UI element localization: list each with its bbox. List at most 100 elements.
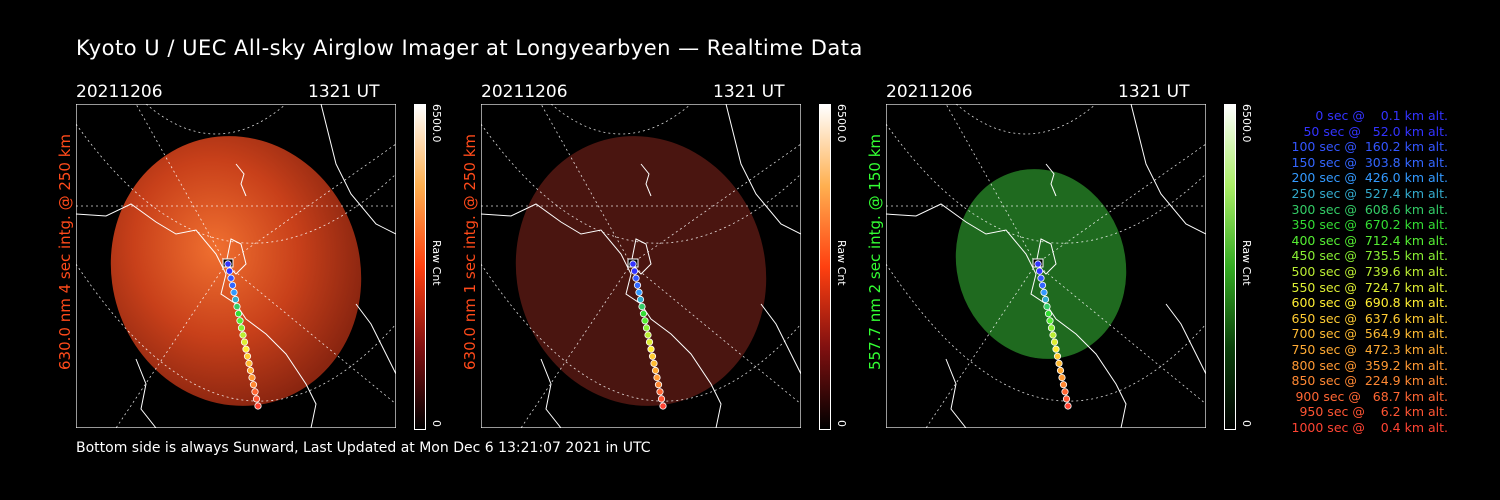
panel-1-colorbar-min: 0	[430, 420, 443, 427]
panel-1-colorbar	[414, 104, 426, 430]
legend-row: 250 sec @ 527.4 km alt.	[1291, 185, 1448, 201]
panel-3-trajectory	[1032, 258, 1072, 410]
legend-row: 350 sec @ 670.2 km alt.	[1291, 217, 1448, 233]
trajectory-point	[1037, 274, 1045, 282]
panel-2-colorbar-unit: Raw Cnt	[835, 240, 848, 286]
trajectory-point	[245, 359, 253, 367]
legend-row: 800 sec @ 359.2 km alt.	[1291, 357, 1448, 373]
trajectory-point	[659, 402, 667, 410]
trajectory-point	[243, 352, 252, 360]
trajectory-point	[1035, 267, 1044, 275]
legend-row: 150 sec @ 303.8 km alt.	[1291, 154, 1448, 170]
legend-row: 500 sec @ 739.6 km alt.	[1291, 263, 1448, 279]
panel-2-colorbar	[819, 104, 831, 430]
trajectory-point	[1044, 310, 1053, 318]
panel-1-ut: 1321 UT	[308, 82, 380, 102]
legend-row: 850 sec @ 224.9 km alt.	[1291, 373, 1448, 389]
panel-3-colorbar-min: 0	[1240, 420, 1253, 427]
trajectory-point	[629, 260, 637, 268]
legend-row: 400 sec @ 712.4 km alt.	[1291, 232, 1448, 248]
panel-2-side-label: 630.0 nm 1 sec intg. @ 250 km	[461, 133, 479, 370]
trajectory-point	[648, 352, 657, 360]
trajectory-point	[1050, 338, 1059, 346]
panel-3-colorbar-max: 6500.0	[1240, 104, 1253, 143]
panel-1-colorbar-max: 6500.0	[430, 104, 443, 143]
trajectory-point	[1040, 288, 1048, 296]
trajectory-point	[645, 338, 654, 346]
trajectory-point	[639, 310, 648, 318]
trajectory-point	[1043, 303, 1051, 311]
trajectory-point	[635, 288, 643, 296]
trajectory-point	[231, 295, 240, 304]
legend-row: 200 sec @ 426.0 km alt.	[1291, 170, 1448, 186]
trajectory-point	[1058, 373, 1066, 382]
trajectory-point	[651, 366, 660, 375]
panel-1-image	[76, 104, 396, 428]
legend-row: 650 sec @ 637.6 km alt.	[1291, 310, 1448, 326]
trajectory-point	[633, 281, 642, 289]
panel-2-ut: 1321 UT	[713, 82, 785, 102]
trajectory-point	[656, 388, 664, 396]
panel-1-colorbar-unit: Raw Cnt	[430, 240, 443, 286]
trajectory-point	[1046, 317, 1054, 325]
trajectory-point	[251, 388, 259, 396]
trajectory-point	[249, 381, 258, 389]
trajectory-point	[642, 324, 651, 332]
trajectory-point	[1059, 381, 1068, 389]
panel-2-colorbar-max: 6500.0	[835, 104, 848, 143]
panel-3-colorbar	[1224, 104, 1236, 430]
trajectory-point	[248, 373, 256, 382]
legend-row: 600 sec @ 690.8 km alt.	[1291, 295, 1448, 311]
trajectory-point	[236, 317, 244, 325]
trajectory-point	[240, 338, 249, 346]
footer-status: Bottom side is always Sunward, Last Upda…	[76, 440, 651, 456]
trajectory-point	[632, 274, 640, 282]
legend-row: 900 sec @ 68.7 km alt.	[1295, 388, 1448, 404]
trajectory-point	[638, 303, 646, 311]
legend-row: 50 sec @ 52.0 km alt.	[1303, 123, 1448, 139]
panel-3-side-label: 557.7 nm 2 sec intg. @ 150 km	[866, 133, 884, 370]
panel-1-trajectory	[222, 258, 262, 410]
panel-3-date: 20211206	[886, 82, 973, 102]
trajectory-point	[1049, 331, 1057, 339]
trajectory-point	[233, 303, 241, 311]
trajectory-point	[644, 331, 652, 339]
trajectory-point	[654, 381, 663, 389]
trajectory-point	[1041, 295, 1050, 304]
trajectory-point	[242, 345, 250, 353]
panel-1-date: 20211206	[76, 82, 163, 102]
trajectory-point	[647, 345, 655, 353]
trajectory-point	[225, 267, 234, 275]
panel-3-ut: 1321 UT	[1118, 82, 1190, 102]
legend-row: 950 sec @ 6.2 km alt.	[1299, 404, 1448, 420]
panel-2-date: 20211206	[481, 82, 568, 102]
trajectory-point	[1064, 402, 1072, 410]
legend-row: 100 sec @ 160.2 km alt.	[1291, 139, 1448, 155]
trajectory-point	[1038, 281, 1047, 289]
panel-2-colorbar-min: 0	[835, 420, 848, 427]
trajectory-point	[224, 260, 232, 268]
legend-row: 700 sec @ 564.9 km alt.	[1291, 326, 1448, 342]
page-title: Kyoto U / UEC All-sky Airglow Imager at …	[76, 36, 863, 60]
trajectory-point	[227, 274, 235, 282]
panel-2-image	[481, 104, 801, 428]
trajectory-point	[230, 288, 238, 296]
trajectory-point	[239, 331, 247, 339]
trajectory-point	[657, 395, 666, 403]
legend-row: 450 sec @ 735.5 km alt.	[1291, 248, 1448, 264]
trajectory-point	[228, 281, 237, 289]
trajectory-point	[237, 324, 246, 332]
trajectory-point	[1053, 352, 1062, 360]
trajectory-point	[1061, 388, 1069, 396]
trajectory-point	[653, 373, 661, 382]
panel-3-colorbar-unit: Raw Cnt	[1240, 240, 1253, 286]
trajectory-point	[641, 317, 649, 325]
trajectory-point	[1034, 260, 1042, 268]
trajectory-point	[254, 402, 262, 410]
legend-row: 750 sec @ 472.3 km alt.	[1291, 341, 1448, 357]
trajectory-point	[1047, 324, 1056, 332]
trajectory-point	[630, 267, 639, 275]
legend-row: 550 sec @ 724.7 km alt.	[1291, 279, 1448, 295]
trajectory-point	[234, 310, 243, 318]
trajectory-point	[246, 366, 255, 375]
